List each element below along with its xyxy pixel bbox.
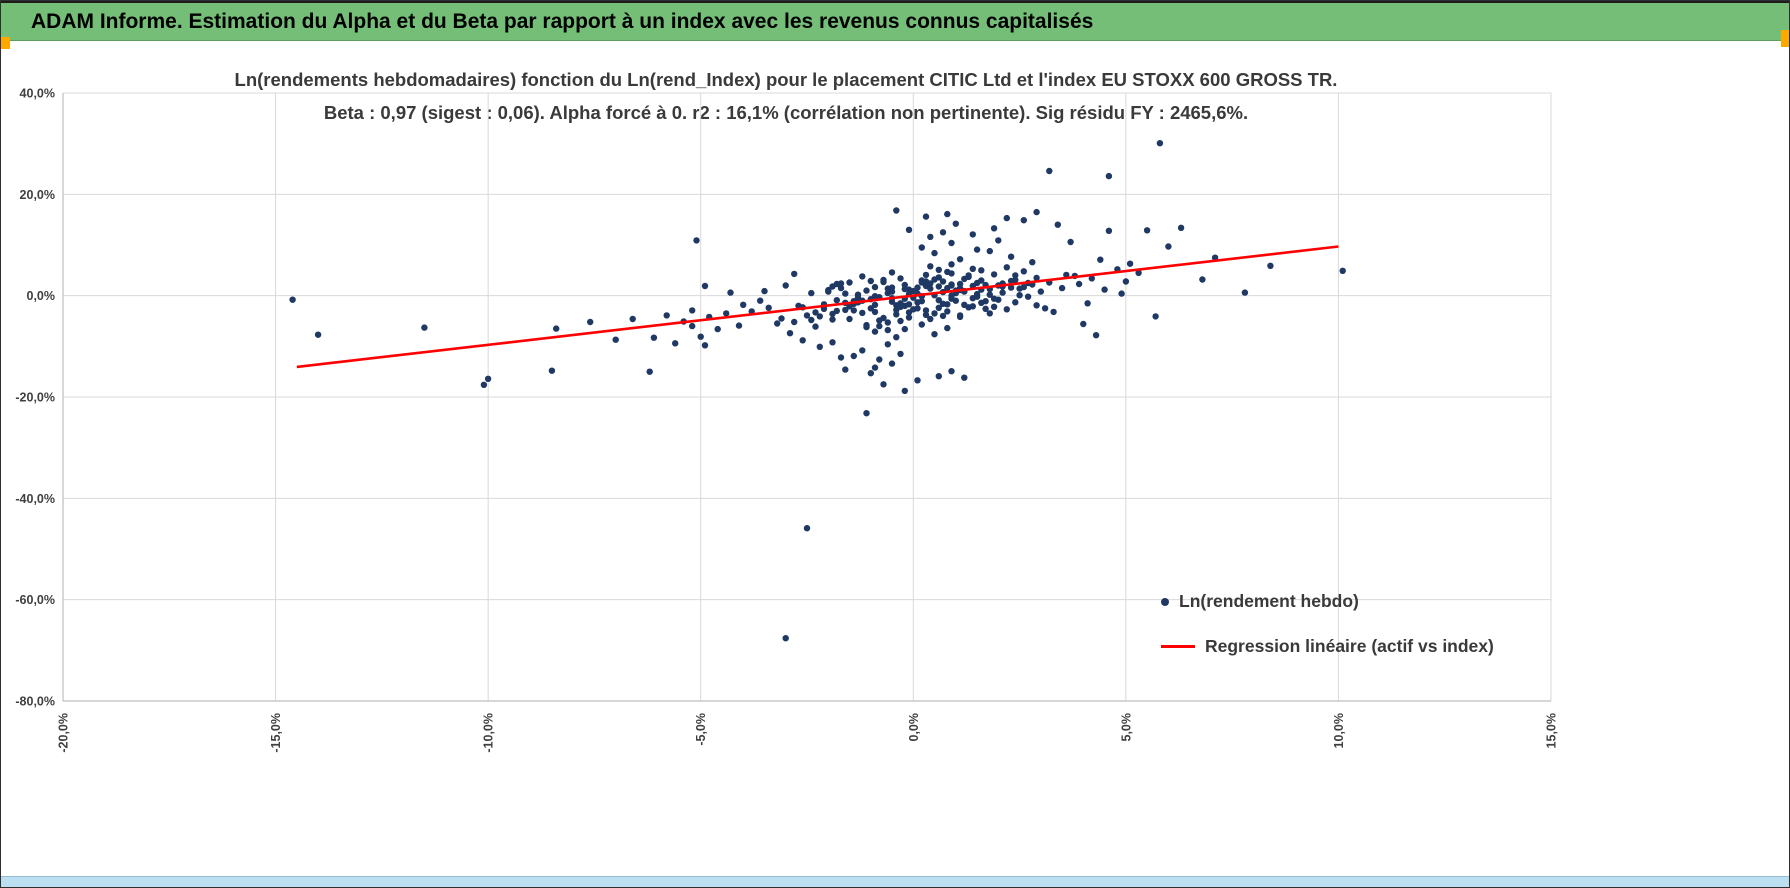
right-orange-marker <box>1781 30 1789 47</box>
legend-label-line: Regression linéaire (actif vs index) <box>1205 636 1494 656</box>
banner-title: ADAM Informe. Estimation du Alpha et du … <box>31 9 1094 33</box>
svg-text:-20,0%: -20,0% <box>57 713 71 753</box>
legend-item-line: Regression linéaire (actif vs index) <box>1161 636 1494 657</box>
legend-label-points: Ln(rendement hebdo) <box>1179 591 1359 611</box>
scatter-point-marker <box>1161 597 1169 606</box>
chart-title: Ln(rendements hebdomadaires) fonction du… <box>66 63 1506 129</box>
svg-text:-60,0%: -60,0% <box>15 593 55 607</box>
svg-text:40,0%: 40,0% <box>20 87 55 101</box>
chart-legend: Ln(rendement hebdo) Regression linéaire … <box>1161 591 1494 657</box>
legend-item-points: Ln(rendement hebdo) <box>1161 591 1494 612</box>
title-banner: ADAM Informe. Estimation du Alpha et du … <box>1 1 1789 41</box>
svg-text:-15,0%: -15,0% <box>269 713 283 753</box>
svg-text:-10,0%: -10,0% <box>482 713 496 753</box>
scatter-chart[interactable]: 40,0%20,0%0,0%-20,0%-40,0%-60,0%-80,0%-2… <box>1 46 1790 806</box>
svg-text:-20,0%: -20,0% <box>15 391 55 405</box>
svg-text:0,0%: 0,0% <box>907 713 921 742</box>
svg-text:15,0%: 15,0% <box>1545 713 1559 748</box>
horizontal-scrollbar[interactable] <box>1 876 1789 887</box>
svg-text:10,0%: 10,0% <box>1332 713 1346 748</box>
svg-text:-80,0%: -80,0% <box>15 695 55 709</box>
svg-text:20,0%: 20,0% <box>20 188 55 202</box>
svg-text:5,0%: 5,0% <box>1119 713 1133 742</box>
chart-title-line2: Beta : 0,97 (sigest : 0,06). Alpha forcé… <box>323 102 1249 123</box>
svg-text:-5,0%: -5,0% <box>694 713 708 746</box>
svg-text:-40,0%: -40,0% <box>15 492 55 506</box>
chart-title-line1: Ln(rendements hebdomadaires) fonction du… <box>234 69 1338 90</box>
regression-line-marker <box>1161 645 1195 648</box>
svg-text:0,0%: 0,0% <box>27 289 56 303</box>
left-orange-marker <box>1 37 10 49</box>
